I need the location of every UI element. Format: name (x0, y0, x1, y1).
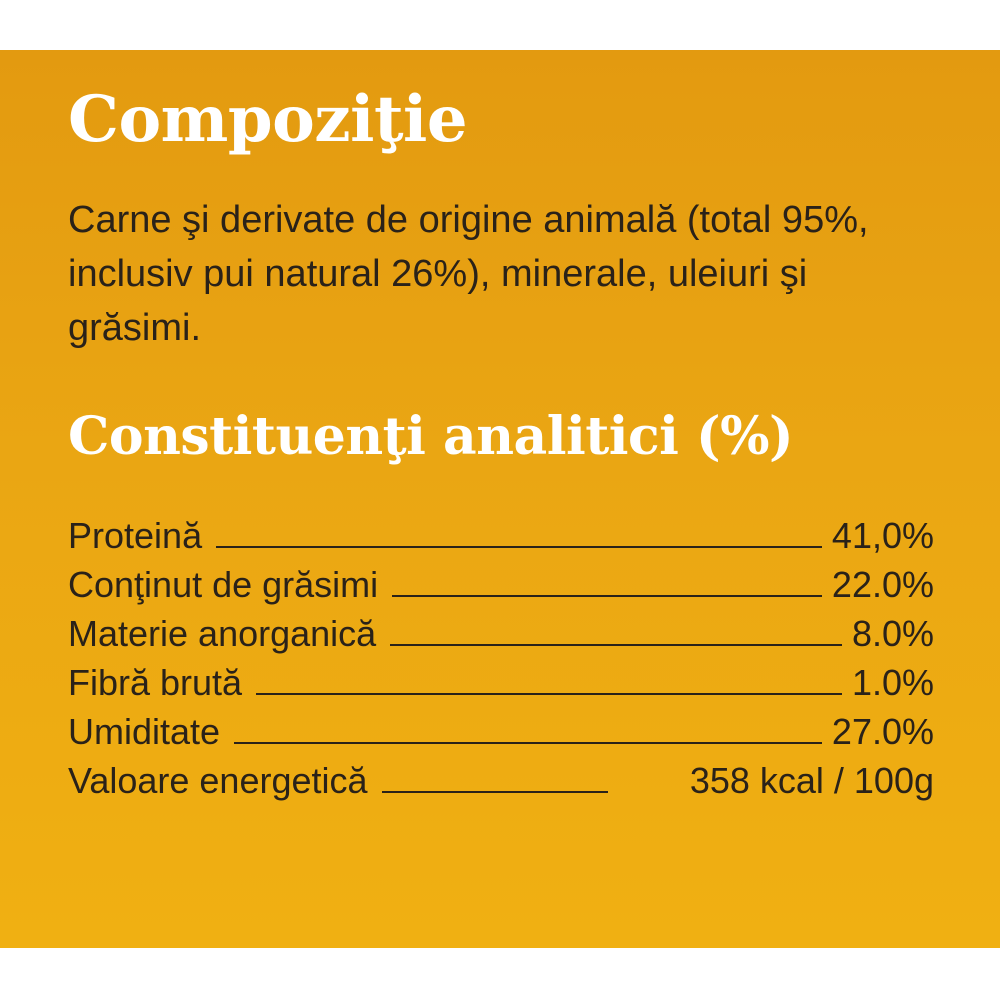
analytics-list: Proteină 41,0% Conţinut de grăsimi 22.0%… (68, 515, 934, 809)
row-value: 22.0% (831, 564, 934, 605)
row-value: 41,0% (831, 515, 934, 556)
row-value: 27.0% (831, 711, 934, 752)
leader-line (234, 740, 822, 744)
analytics-row-ash: Materie anorganică 8.0% (68, 613, 934, 662)
analytics-row-moisture: Umiditate 27.0% (68, 711, 934, 760)
row-value: 358 kcal / 100g (689, 760, 934, 801)
label-panel: Compoziţie Carne şi derivate de origine … (0, 50, 1000, 948)
row-label: Valoare energetică (68, 760, 368, 801)
row-value: 8.0% (851, 613, 934, 654)
leader-line (390, 642, 842, 646)
row-label: Conţinut de grăsimi (68, 564, 379, 605)
analytics-row-fat: Conţinut de grăsimi 22.0% (68, 564, 934, 613)
row-label: Umiditate (68, 711, 221, 752)
analytics-row-energy: Valoare energetică 358 kcal / 100g (68, 760, 934, 809)
analytics-title: Constituenţi analitici (%) (68, 406, 794, 467)
leader-line (256, 691, 842, 695)
leader-line (381, 789, 608, 793)
analytics-row-protein: Proteină 41,0% (68, 515, 934, 564)
leader-line (392, 593, 822, 597)
row-label: Materie anorganică (68, 613, 377, 654)
analytics-row-fibre: Fibră brută 1.0% (68, 662, 934, 711)
row-label: Fibră brută (68, 662, 243, 703)
row-value: 1.0% (851, 662, 934, 703)
composition-text: Carne şi derivate de origine animală (to… (68, 199, 869, 349)
row-label: Proteină (68, 515, 203, 556)
composition-title: Compoziţie (68, 82, 468, 157)
leader-line (216, 544, 822, 548)
